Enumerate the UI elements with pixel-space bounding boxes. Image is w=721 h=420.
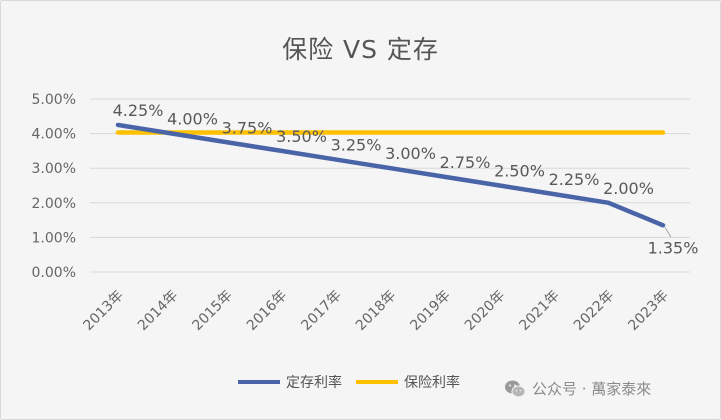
x-tick-label: 2016年	[244, 288, 290, 334]
legend-swatch-deposit	[238, 380, 280, 384]
legend-label-deposit: 定存利率	[286, 375, 342, 391]
y-tick-label: 3.00%	[32, 161, 76, 177]
data-label: 2.75%	[440, 153, 491, 172]
x-tick-label: 2017年	[298, 288, 344, 334]
y-tick-label: 1.00%	[32, 230, 76, 246]
y-tick-label: 4.00%	[32, 127, 76, 143]
legend: 定存利率 保险利率	[238, 372, 460, 392]
data-label: 3.75%	[222, 118, 273, 137]
data-label: 3.25%	[331, 136, 382, 155]
y-tick-label: 5.00%	[32, 92, 76, 108]
x-tick-label: 2014年	[135, 288, 181, 334]
x-tick-label: 2021年	[516, 288, 562, 334]
x-tick-label: 2019年	[407, 288, 453, 334]
x-tick-label: 2020年	[462, 288, 508, 334]
data-label: 2.50%	[494, 162, 545, 181]
leader-line	[664, 227, 672, 238]
y-axis-tick-labels: 0.00% 1.00% 2.00% 3.00% 4.00% 5.00%	[32, 92, 76, 281]
legend-label-insurance: 保险利率	[404, 375, 460, 391]
data-label: 4.25%	[113, 101, 164, 120]
x-axis-tick-labels: 2013年 2014年 2015年 2016年 2017年 2018年 2019年 2020年…	[80, 288, 671, 334]
legend-item-deposit: 定存利率	[238, 372, 342, 392]
legend-swatch-insurance	[356, 380, 398, 384]
watermark: 公众号 · 萬家泰來	[504, 378, 651, 399]
y-tick-label: 0.00%	[32, 265, 76, 281]
data-labels: 4.25% 4.00% 3.75% 3.50% 3.25% 3.00% 2.75% 2.50%…	[113, 101, 699, 257]
y-tick-label: 2.00%	[32, 196, 76, 212]
data-label: 3.00%	[385, 144, 436, 163]
legend-item-insurance: 保险利率	[356, 372, 460, 392]
data-label: 3.50%	[276, 127, 327, 146]
data-label: 4.00%	[167, 110, 218, 129]
chart-title: 保险 VS 定存	[282, 35, 439, 64]
x-tick-label: 2023年	[625, 288, 671, 334]
x-tick-label: 2018年	[353, 288, 399, 334]
watermark-text: 公众号 · 萬家泰來	[532, 380, 652, 398]
x-tick-label: 2013年	[80, 288, 126, 334]
data-label: 1.35%	[648, 238, 699, 257]
wechat-icon	[505, 380, 526, 397]
x-tick-label: 2022年	[571, 288, 617, 334]
x-tick-label: 2015年	[189, 288, 235, 334]
data-label: 2.25%	[549, 170, 600, 189]
series-lines	[115, 122, 666, 228]
data-label: 2.00%	[603, 179, 654, 198]
series-line-deposit	[115, 122, 666, 228]
